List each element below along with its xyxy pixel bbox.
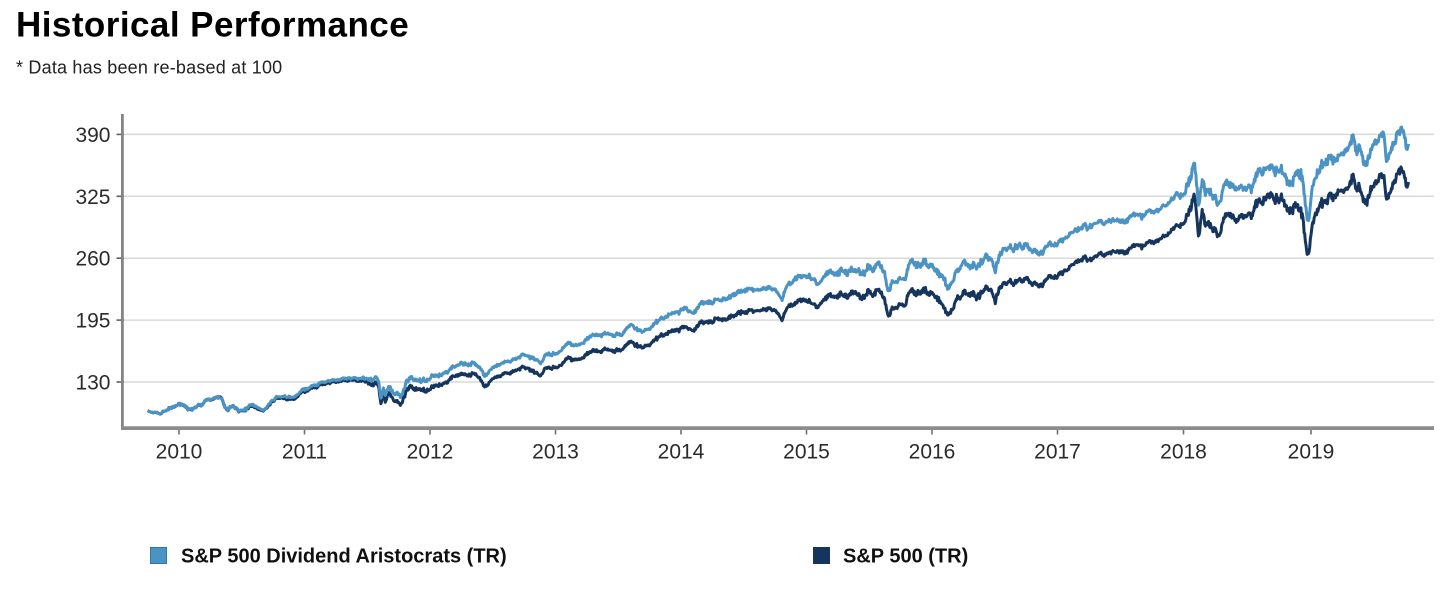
- svg-text:S&P 500 Dividend Aristocrats (: S&P 500 Dividend Aristocrats (TR): [181, 546, 507, 568]
- svg-text:2018: 2018: [1160, 441, 1207, 464]
- svg-text:130: 130: [75, 372, 110, 395]
- svg-text:2017: 2017: [1034, 441, 1081, 464]
- svg-text:390: 390: [75, 124, 110, 147]
- svg-text:Historical Performance: Historical Performance: [16, 6, 409, 45]
- svg-text:325: 325: [75, 186, 110, 209]
- svg-text:260: 260: [75, 248, 110, 271]
- svg-text:S&P 500 (TR): S&P 500 (TR): [843, 546, 968, 568]
- svg-text:2015: 2015: [783, 441, 830, 464]
- svg-text:2012: 2012: [407, 441, 454, 464]
- svg-text:2014: 2014: [658, 441, 705, 464]
- svg-text:2011: 2011: [282, 441, 327, 464]
- svg-text:2016: 2016: [909, 441, 956, 464]
- svg-text:2010: 2010: [156, 441, 203, 464]
- svg-text:* Data has been re-based at 10: * Data has been re-based at 100: [16, 58, 282, 78]
- svg-text:2013: 2013: [532, 441, 579, 464]
- svg-text:2019: 2019: [1288, 441, 1335, 464]
- svg-text:195: 195: [75, 310, 110, 333]
